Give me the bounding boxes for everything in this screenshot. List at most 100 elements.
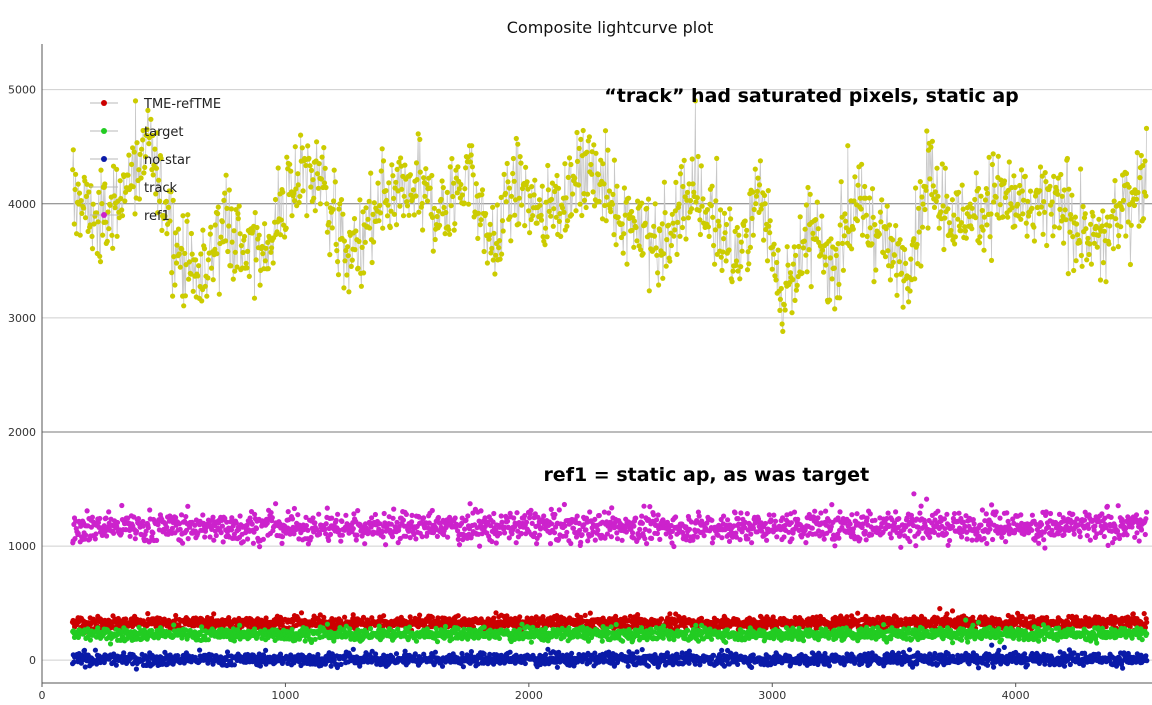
data-point-track bbox=[437, 222, 443, 228]
data-point-target bbox=[171, 622, 177, 628]
data-point-track bbox=[275, 165, 281, 171]
data-point-track bbox=[422, 193, 428, 199]
data-point-track bbox=[716, 223, 722, 229]
data-point-track bbox=[1099, 223, 1105, 229]
data-point-track bbox=[508, 238, 514, 244]
data-point-ref1 bbox=[305, 527, 311, 533]
data-point-track bbox=[819, 247, 826, 253]
data-point-ref1 bbox=[577, 527, 583, 533]
data-point-track bbox=[988, 257, 995, 263]
data-point-track bbox=[586, 134, 593, 140]
data-point-track bbox=[973, 170, 979, 176]
data-point-track bbox=[155, 210, 161, 216]
data-point-TME-refTME bbox=[635, 612, 641, 618]
data-point-track bbox=[140, 137, 146, 143]
data-point-ref1 bbox=[506, 535, 512, 541]
data-point-ref1 bbox=[993, 509, 999, 515]
data-point-track bbox=[831, 265, 837, 271]
data-point-ref1 bbox=[202, 534, 208, 540]
data-point-track bbox=[154, 130, 160, 136]
data-point-track bbox=[681, 157, 687, 163]
data-point-track bbox=[771, 241, 777, 247]
data-point-track bbox=[189, 251, 195, 257]
data-point-track bbox=[385, 202, 391, 208]
data-point-ref1 bbox=[668, 534, 674, 540]
data-point-track bbox=[829, 276, 835, 282]
data-point-ref1 bbox=[1090, 517, 1096, 524]
data-point-track bbox=[1125, 219, 1131, 225]
data-point-ref1 bbox=[383, 542, 389, 548]
chart-title: Composite lightcurve plot bbox=[507, 18, 714, 37]
data-point-ref1 bbox=[1049, 527, 1055, 534]
data-point-ref1 bbox=[114, 523, 120, 530]
data-point-track bbox=[823, 262, 829, 268]
data-point-track bbox=[401, 193, 407, 199]
data-point-track bbox=[719, 267, 725, 273]
data-point-track bbox=[204, 293, 210, 299]
data-point-ref1 bbox=[649, 535, 655, 542]
data-point-track bbox=[1031, 224, 1037, 230]
data-point-track bbox=[404, 199, 410, 205]
data-point-track bbox=[958, 228, 964, 234]
y-tick-label: 0 bbox=[29, 654, 36, 667]
data-point-track bbox=[821, 269, 827, 275]
data-point-track bbox=[229, 239, 235, 245]
data-point-track bbox=[527, 193, 533, 199]
data-point-track bbox=[181, 303, 187, 309]
data-point-ref1 bbox=[721, 513, 727, 519]
data-point-track bbox=[919, 224, 926, 230]
data-point-track bbox=[590, 189, 596, 195]
data-point-track bbox=[884, 203, 890, 209]
data-point-ref1 bbox=[528, 507, 534, 513]
data-point-track bbox=[496, 238, 503, 244]
data-point-ref1 bbox=[429, 507, 435, 514]
data-point-ref1 bbox=[462, 526, 468, 532]
data-point-track bbox=[948, 232, 955, 238]
data-point-track bbox=[840, 267, 847, 273]
data-point-ref1 bbox=[850, 526, 857, 532]
data-point-ref1 bbox=[893, 509, 899, 515]
data-point-ref1 bbox=[549, 521, 555, 527]
data-point-track bbox=[595, 172, 602, 178]
data-point-ref1 bbox=[1114, 528, 1121, 534]
data-point-track bbox=[678, 164, 685, 170]
data-point-track bbox=[103, 219, 109, 225]
data-point-track bbox=[565, 218, 571, 224]
data-point-track bbox=[791, 244, 797, 250]
data-point-ref1 bbox=[962, 523, 968, 530]
data-point-track bbox=[916, 205, 922, 211]
data-point-track bbox=[442, 231, 448, 237]
data-point-track bbox=[738, 264, 744, 270]
data-point-ref1 bbox=[403, 533, 409, 539]
data-point-ref1 bbox=[637, 526, 643, 533]
data-point-ref1 bbox=[106, 509, 112, 515]
data-point-track bbox=[622, 212, 628, 218]
data-point-track bbox=[733, 258, 740, 264]
data-point-ref1 bbox=[1143, 516, 1149, 522]
data-point-track bbox=[473, 181, 479, 187]
data-point-ref1 bbox=[604, 531, 611, 537]
data-point-track bbox=[312, 208, 318, 214]
data-point-track bbox=[769, 266, 775, 272]
data-point-track bbox=[384, 213, 391, 219]
data-point-ref1 bbox=[570, 525, 577, 531]
data-point-track bbox=[169, 270, 175, 276]
data-point-track bbox=[869, 241, 875, 247]
data-point-ref1 bbox=[551, 530, 558, 536]
data-point-track bbox=[1078, 252, 1084, 259]
data-point-ref1 bbox=[812, 508, 818, 514]
data-point-track bbox=[677, 171, 684, 177]
data-point-TME-refTME bbox=[659, 616, 665, 622]
data-point-track bbox=[549, 196, 555, 202]
data-point-ref1 bbox=[735, 516, 741, 522]
data-point-ref1 bbox=[1077, 529, 1083, 535]
data-point-ref1 bbox=[89, 514, 95, 520]
data-point-track bbox=[570, 191, 576, 197]
data-point-ref1 bbox=[642, 536, 648, 542]
data-point-track bbox=[993, 194, 999, 200]
data-point-track bbox=[870, 214, 876, 220]
data-point-ref1 bbox=[585, 538, 591, 544]
data-point-track bbox=[753, 193, 760, 199]
data-point-ref1 bbox=[365, 528, 372, 534]
data-point-track bbox=[278, 217, 284, 223]
